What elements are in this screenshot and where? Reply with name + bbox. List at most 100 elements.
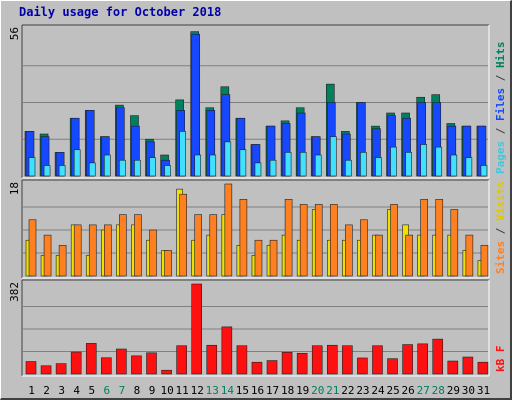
top-bar-pages-13 [209, 154, 217, 177]
mid-bar-visits-13 [209, 214, 218, 277]
bot-bar-kb-f-18 [281, 352, 293, 375]
mid-bar-visits-20 [314, 204, 323, 277]
top-bar-pages-23 [360, 152, 367, 177]
mid-bar-visits-16 [254, 239, 263, 277]
x-tick-label-7: 7 [119, 384, 126, 397]
top-bar-pages-10 [164, 165, 171, 177]
bot-bar-kb-f-30 [462, 356, 474, 375]
mid-series-label-2: Visits [494, 181, 507, 221]
mid-bar-visits-28 [435, 199, 444, 277]
mid-bar-visits-8 [134, 214, 142, 277]
x-tick-label-12: 12 [191, 384, 204, 397]
x-tick-label-26: 26 [402, 384, 415, 397]
top-bar-pages-6 [104, 154, 111, 177]
bot-bar-kb-f-31 [477, 361, 489, 375]
top-bar-pages-1 [28, 157, 36, 177]
x-tick-label-15: 15 [236, 384, 249, 397]
top-bar-pages-17 [269, 159, 277, 177]
mid-bar-visits-17 [269, 239, 278, 277]
top-series-label-0: Pages [494, 141, 507, 174]
bot-bar-kb-f-26 [402, 344, 413, 375]
top-bar-pages-18 [284, 152, 292, 177]
bot-bar-kb-f-12 [191, 283, 203, 375]
x-tick-label-23: 23 [356, 384, 369, 397]
top-bar-pages-2 [43, 165, 51, 177]
x-tick-label-25: 25 [386, 384, 399, 397]
x-tick-label-19: 19 [296, 384, 309, 397]
mid-bar-visits-11 [179, 193, 187, 277]
mid-bar-visits-3 [58, 245, 67, 277]
top-bar-pages-11 [179, 131, 186, 177]
top-bar-pages-7 [119, 159, 126, 177]
x-tick-label-20: 20 [311, 384, 324, 397]
top-series-labels: Pages / Files / Hits [494, 42, 507, 175]
top-bar-pages-24 [375, 157, 382, 177]
bot-bar-kb-f-16 [251, 361, 263, 375]
x-tick-label-30: 30 [462, 384, 475, 397]
mid-bar-visits-26 [405, 234, 413, 277]
bot-bar-kb-f-14 [221, 326, 233, 375]
top-bar-pages-12 [194, 154, 202, 177]
mid-bar-visits-4 [73, 224, 82, 277]
bot-bar-kb-f-3 [55, 363, 67, 375]
mid-bar-visits-5 [88, 224, 97, 277]
bot-bar-kb-f-4 [70, 351, 82, 375]
x-tick-label-9: 9 [149, 384, 156, 397]
mid-bar-visits-1 [28, 219, 37, 277]
bot-bar-kb-f-2 [40, 365, 52, 375]
bot-bar-kb-f-28 [432, 338, 444, 375]
mid-bar-visits-30 [465, 234, 474, 277]
bot-bar-kb-f-15 [236, 345, 248, 375]
bot-bar-kb-f-6 [101, 357, 112, 375]
mid-bar-visits-29 [450, 209, 459, 277]
x-tick-label-6: 6 [104, 384, 111, 397]
x-tick-label-24: 24 [371, 384, 385, 397]
mid-bar-visits-21 [329, 204, 338, 277]
mid-bar-visits-22 [345, 224, 353, 277]
mid-bar-visits-7 [119, 214, 127, 277]
x-tick-label-21: 21 [326, 384, 339, 397]
x-tick-label-22: 22 [341, 384, 354, 397]
top-bar-pages-19 [299, 152, 307, 177]
top-ymax-label: 56 [8, 27, 21, 40]
bot-bar-kb-f-22 [342, 345, 353, 375]
top-bar-pages-26 [405, 152, 412, 177]
bot-bar-kb-f-21 [326, 344, 338, 375]
bot-bar-kb-f-20 [311, 345, 323, 375]
bot-bar-kb-f-11 [176, 345, 187, 375]
mid-series-label-1: / [494, 221, 507, 241]
bot-bar-kb-f-17 [266, 360, 278, 375]
mid-panel: 18 Sites / Visits [8, 179, 507, 279]
bot-bar-kb-f-27 [417, 343, 428, 375]
bot-bar-kb-f-29 [447, 360, 459, 375]
bot-bar-kb-f-19 [296, 352, 308, 375]
top-panel: 56 Pages / Files / Hits [8, 24, 507, 179]
bot-bar-kb-f-9 [146, 352, 157, 375]
bot-panel: 382 kB F [8, 279, 507, 377]
bot-bar-kb-f-8 [131, 355, 142, 375]
top-bar-pages-25 [390, 146, 397, 177]
bot-series-label-0: kB F [494, 346, 507, 373]
x-tick-label-31: 31 [477, 384, 490, 397]
x-tick-label-17: 17 [266, 384, 279, 397]
mid-series-labels: Sites / Visits [494, 181, 507, 274]
mid-ymax-label: 18 [8, 182, 21, 195]
bot-bar-kb-f-25 [387, 358, 398, 375]
top-bar-pages-15 [239, 149, 247, 177]
x-tick-label-8: 8 [134, 384, 141, 397]
x-tick-label-14: 14 [221, 384, 235, 397]
x-tick-label-3: 3 [58, 384, 65, 397]
x-tick-label-13: 13 [206, 384, 219, 397]
top-series-label-3: / [494, 68, 507, 88]
top-bar-pages-16 [254, 162, 262, 177]
bot-bar-kb-f-5 [85, 343, 97, 375]
top-bar-pages-3 [58, 165, 66, 177]
mid-bar-visits-10 [164, 250, 172, 277]
x-tick-label-11: 11 [176, 384, 189, 397]
mid-bar-visits-25 [390, 204, 398, 277]
x-tick-label-4: 4 [73, 384, 80, 397]
mid-bar-visits-24 [375, 234, 383, 277]
top-bar-pages-14 [224, 141, 232, 177]
bot-bar-kb-f-13 [206, 344, 218, 375]
